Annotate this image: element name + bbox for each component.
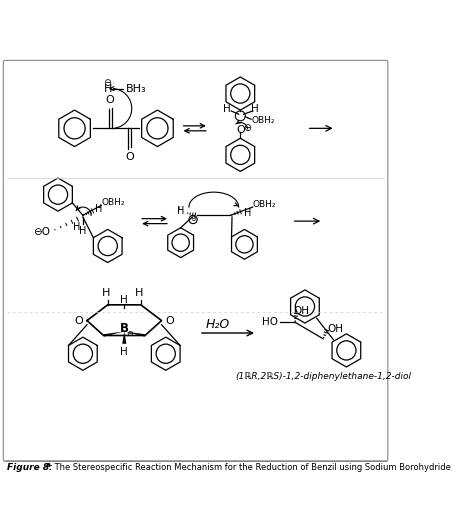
Text: O: O	[166, 316, 174, 326]
Text: The Stereospecific Reaction Mechanism for the Reduction of Benzil using Sodium B: The Stereospecific Reaction Mechanism fo…	[52, 463, 451, 472]
Text: B: B	[120, 322, 129, 336]
Text: H₂O: H₂O	[206, 318, 230, 331]
Polygon shape	[124, 331, 145, 337]
Text: HO: HO	[263, 317, 278, 327]
Text: O: O	[74, 316, 83, 326]
Text: H: H	[73, 222, 81, 232]
Text: ⊖: ⊖	[190, 217, 196, 222]
Text: H: H	[102, 288, 110, 298]
Text: O: O	[236, 125, 245, 135]
Text: H: H	[245, 208, 252, 218]
Text: ⊖: ⊖	[127, 329, 134, 338]
Polygon shape	[122, 331, 127, 344]
Text: H: H	[223, 104, 231, 114]
Text: (1ℝR,2ℝS)-1,2-diphenylethane-1,2-diol: (1ℝR,2ℝS)-1,2-diphenylethane-1,2-diol	[235, 373, 411, 381]
Text: OBH₂: OBH₂	[101, 199, 125, 207]
Text: OH: OH	[328, 324, 343, 334]
Text: ⊖: ⊖	[103, 78, 111, 88]
Text: H: H	[120, 295, 128, 305]
Text: H: H	[251, 104, 258, 114]
Text: H: H	[177, 206, 184, 216]
Text: OBH₂: OBH₂	[253, 200, 276, 209]
Text: :: :	[49, 463, 53, 472]
Text: H: H	[79, 226, 87, 236]
Polygon shape	[103, 331, 124, 337]
Text: ⊖O: ⊖O	[33, 227, 50, 237]
Text: H: H	[135, 288, 144, 298]
Text: BH₃: BH₃	[126, 83, 146, 94]
Text: Figure 8: Figure 8	[7, 463, 49, 472]
Text: H: H	[103, 83, 112, 94]
Text: ⊖: ⊖	[243, 122, 251, 132]
Text: H: H	[120, 347, 128, 357]
Text: OH: OH	[293, 306, 310, 316]
FancyBboxPatch shape	[3, 60, 388, 462]
Text: H: H	[95, 204, 103, 214]
Text: a: a	[46, 462, 50, 468]
Text: O: O	[126, 152, 135, 162]
Text: OBH₂: OBH₂	[251, 116, 274, 125]
Text: O: O	[106, 95, 115, 105]
Text: /: /	[178, 206, 181, 212]
